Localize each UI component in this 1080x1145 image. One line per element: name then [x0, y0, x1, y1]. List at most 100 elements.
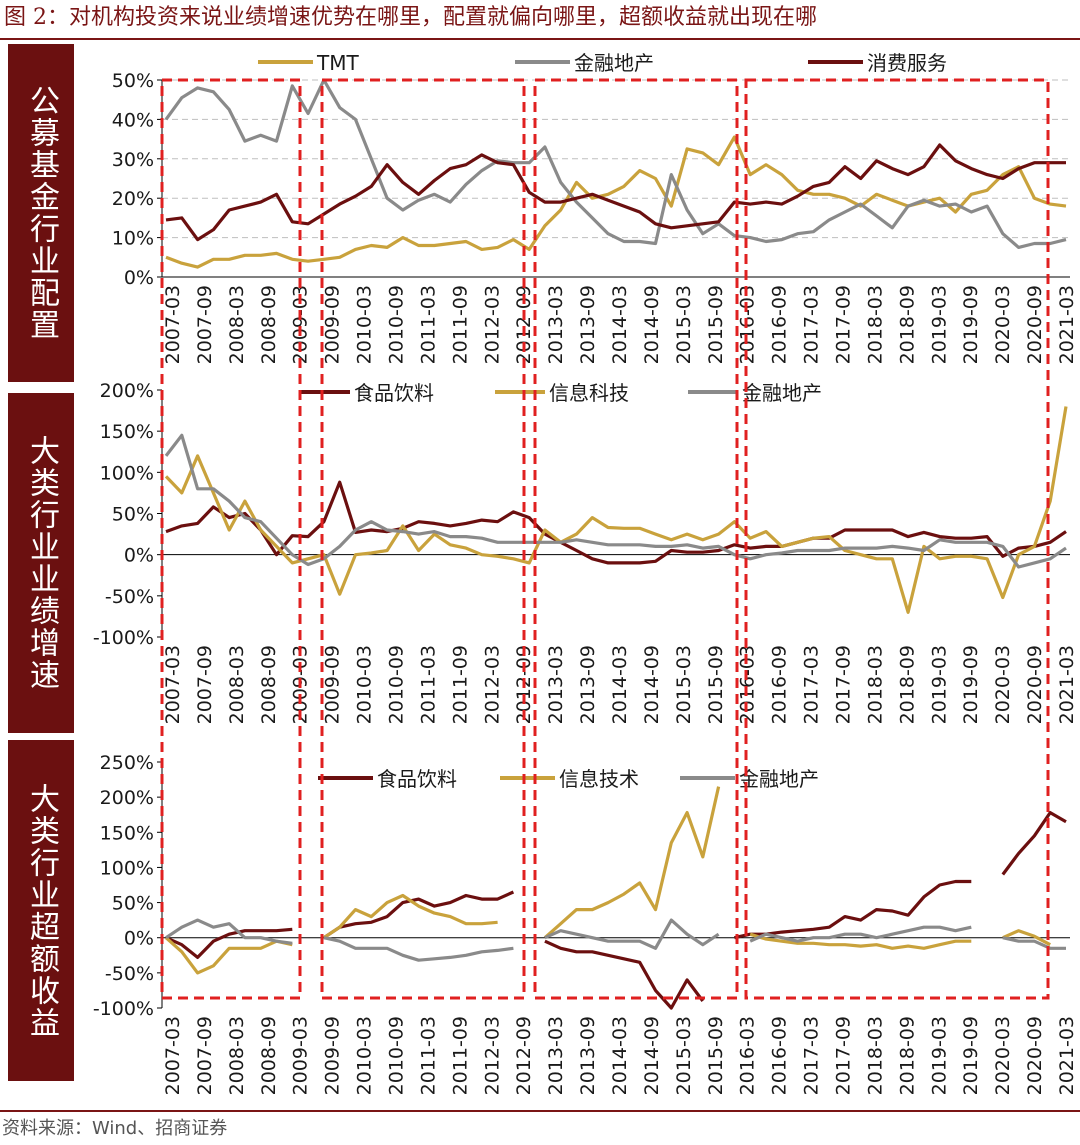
y-tick-label: -100%: [93, 627, 154, 649]
x-tick-label: 2017-09: [833, 1016, 855, 1095]
x-tick-label: 2017-09: [833, 285, 855, 364]
x-tick-label: 2020-03: [992, 285, 1014, 364]
title-rule: [0, 38, 1080, 40]
x-tick-label: 2018-09: [896, 285, 918, 364]
legend-label: 信息技术: [559, 767, 639, 791]
x-tick-label: 2016-09: [769, 285, 791, 364]
x-tick-label: 2011-09: [449, 645, 471, 724]
x-tick-label: 2013-03: [545, 1016, 567, 1095]
series-line: [164, 786, 1051, 975]
legend-label: TMT: [316, 51, 359, 75]
legend-label: 金融地产: [739, 767, 819, 791]
x-tick-label: 2014-03: [609, 285, 631, 364]
series-line: [164, 433, 1067, 569]
x-tick-label: 2018-09: [896, 645, 918, 724]
x-tick-label: 2007-09: [194, 1016, 216, 1095]
x-tick-label: 2013-09: [577, 645, 599, 724]
x-tick-label: 2019-03: [928, 1016, 950, 1095]
series-line: [164, 78, 1067, 249]
x-tick-label: 2020-03: [992, 1016, 1014, 1095]
x-tick-label: 2014-03: [609, 645, 631, 724]
x-tick-label: 2020-09: [1024, 1016, 1046, 1095]
x-tick-label: 2008-03: [226, 1016, 248, 1095]
highlight-period-frame: [533, 78, 739, 1000]
x-tick-label: 2010-09: [386, 1016, 408, 1095]
y-tick-label: 50%: [112, 70, 154, 92]
x-tick-label: 2015-03: [673, 285, 695, 364]
x-tick-label: 2009-09: [322, 285, 344, 364]
x-tick-label: 2008-09: [258, 285, 280, 364]
legend-label: 食品饮料: [377, 767, 457, 791]
y-tick-label: 0%: [124, 928, 154, 950]
x-tick-label: 2021-03: [1056, 285, 1078, 364]
y-tick-label: 150%: [100, 421, 154, 443]
x-tick-label: 2015-09: [705, 1016, 727, 1095]
x-tick-label: 2009-09: [322, 645, 344, 724]
x-tick-label: 2015-09: [705, 645, 727, 724]
legend-label: 金融地产: [574, 51, 654, 75]
x-tick-label: 2018-03: [864, 285, 886, 364]
x-tick-label: 2011-03: [417, 645, 439, 724]
highlight-period-frame: [320, 78, 526, 1000]
x-tick-label: 2008-09: [258, 645, 280, 724]
x-tick-label: 2017-03: [801, 645, 823, 724]
row-label-earnings-growth: 大类行业业绩增速: [8, 393, 74, 733]
x-tick-label: 2007-03: [162, 645, 184, 724]
chart-canvas: 50% 40% 30% 20% 10% 0% 2007-03 2007-09 2008-03 20…: [93, 51, 1078, 1095]
y-tick-label: 100%: [100, 857, 154, 879]
series-line: [164, 406, 1068, 614]
x-tick-label: 2021-03: [1056, 645, 1078, 724]
x-tick-label: 2015-03: [673, 1016, 695, 1095]
x-tick-label: 2021-03: [1056, 1016, 1078, 1095]
x-tick-label: 2013-03: [545, 285, 567, 364]
x-tick-label: 2007-09: [194, 285, 216, 364]
series-line: [165, 918, 1066, 962]
x-tick-label: 2018-03: [864, 645, 886, 724]
x-tick-label: 2010-03: [354, 645, 376, 724]
x-tick-label: 2013-03: [545, 645, 567, 724]
legend-label: 信息科技: [549, 381, 629, 405]
y-tick-label: 150%: [100, 822, 154, 844]
y-tick-label: 50%: [112, 893, 154, 915]
x-tick-label: 2007-03: [162, 1016, 184, 1095]
x-tick-label: 2013-09: [577, 285, 599, 364]
x-tick-label: 2009-03: [290, 285, 312, 364]
x-tick-label: 2010-03: [354, 1016, 376, 1095]
y-tick-label: 0%: [124, 267, 154, 289]
x-tick-label: 2008-09: [258, 1016, 280, 1095]
y-tick-label: 100%: [100, 462, 154, 484]
x-tick-label: 2012-09: [513, 1016, 535, 1095]
source-rule: [0, 1110, 1080, 1112]
x-tick-label: 2012-03: [481, 645, 503, 724]
y-tick-label: 20%: [112, 188, 154, 210]
x-tick-label: 2018-03: [864, 1016, 886, 1095]
y-tick-label: -100%: [93, 998, 154, 1020]
y-tick-label: 30%: [112, 149, 154, 171]
x-tick-label: 2017-03: [801, 285, 823, 364]
x-tick-label: 2012-03: [481, 1016, 503, 1095]
series-line: [165, 811, 1067, 1010]
x-tick-label: 2008-03: [226, 645, 248, 724]
x-tick-label: 2012-03: [481, 285, 503, 364]
y-tick-label: 50%: [112, 504, 154, 526]
x-tick-label: 2019-03: [928, 645, 950, 724]
x-tick-label: 2020-09: [1024, 645, 1046, 724]
figure-title: 图 2：对机构投资来说业绩增速优势在哪里，配置就偏向哪里，超额收益就出现在哪: [4, 5, 817, 30]
x-tick-label: 2014-03: [609, 1016, 631, 1095]
y-tick-label: 200%: [100, 380, 154, 402]
x-tick-label: 2014-09: [641, 645, 663, 724]
x-tick-label: 2011-03: [417, 285, 439, 364]
x-tick-label: 2014-09: [641, 1016, 663, 1095]
legend-label: 食品饮料: [354, 381, 434, 405]
x-tick-label: 2019-09: [960, 285, 982, 364]
x-tick-label: 2007-03: [162, 285, 184, 364]
x-tick-label: 2020-09: [1024, 285, 1046, 364]
y-tick-label: -50%: [105, 586, 154, 608]
y-tick-label: 250%: [100, 752, 154, 774]
x-tick-label: 2015-03: [673, 645, 695, 724]
y-tick-label: 0%: [124, 545, 154, 567]
series-line: [165, 143, 1066, 242]
x-tick-label: 2015-09: [705, 285, 727, 364]
row-label-fund-allocation: 公募基金行业配置: [8, 44, 74, 382]
x-tick-label: 2017-09: [833, 645, 855, 724]
